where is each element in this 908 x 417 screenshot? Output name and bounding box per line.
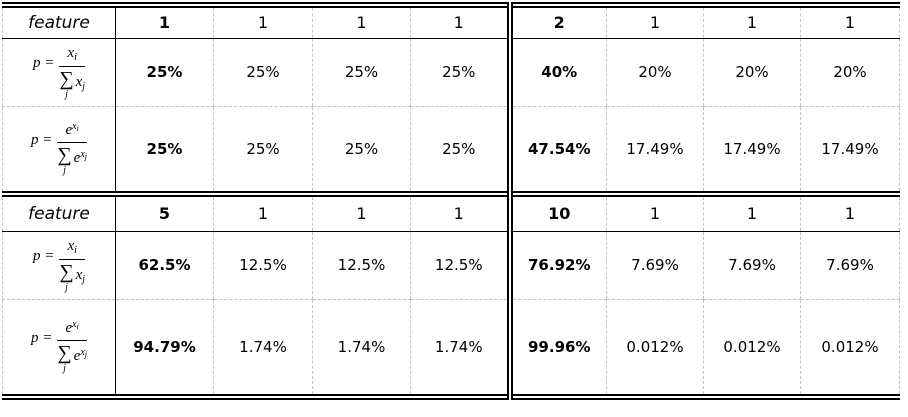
softmax-percentage-cell: 25% [312, 106, 411, 194]
feature-value-cell: 5 [115, 191, 214, 232]
softmax-percentage-cell: 0.012% [703, 299, 801, 397]
linear-percentage-cell: 25% [410, 38, 510, 107]
feature-value-cell: 2 [506, 5, 607, 39]
sigma-symbol: ∑ j [59, 260, 74, 293]
linear-formula: p = xi ∑ j xj [32, 238, 86, 293]
softmax-percentage-cell: 0.012% [606, 299, 704, 397]
softmax-percentage-cell: 94.79% [115, 299, 214, 397]
softmax-formula-cell: p = exi ∑ j exj [3, 299, 116, 397]
feature-value-cell: 1 [115, 5, 214, 39]
denominator: ∑ j exj [57, 143, 87, 176]
feature-value-cell: 1 [410, 5, 510, 39]
softmax-percentage-cell: 99.96% [506, 299, 607, 397]
feature-header-label-cell: feature [2, 5, 116, 39]
linear-percentage-cell: 62.5% [115, 231, 214, 300]
fraction: exi ∑ j exj [57, 320, 87, 374]
softmax-percentage-cell: 25% [115, 106, 214, 194]
sigma-symbol: ∑ j [57, 143, 72, 176]
linear-percentage-cell: 20% [800, 38, 900, 107]
linear-percentage-cell: 12.5% [312, 231, 411, 300]
denominator: ∑ j exj [57, 341, 87, 374]
feature-value-cell: 1 [312, 5, 411, 39]
fraction: xi ∑ j xj [59, 238, 86, 293]
linear-percentage-cell: 25% [213, 38, 313, 107]
feature-value-cell: 1 [312, 191, 411, 232]
softmax-percentage-cell: 1.74% [312, 299, 411, 397]
linear-normalization-row: p = xi ∑ j xj 62.5% 12.5% 12.5% 12.5% 76.… [2, 231, 900, 300]
feature-value-cell: 1 [606, 5, 704, 39]
fraction: exi ∑ j exj [57, 122, 87, 176]
fraction: xi ∑ j xj [59, 45, 86, 100]
formula-lhs: p = [31, 329, 53, 346]
feature-value-cell: 1 [213, 5, 313, 39]
feature-header-row: feature 1 1 1 1 2 1 1 1 [2, 5, 900, 39]
numerator: exi [57, 122, 87, 143]
linear-percentage-cell: 20% [703, 38, 801, 107]
linear-percentage-cell: 25% [115, 38, 214, 107]
feature-header-label: feature [28, 12, 90, 33]
softmax-percentage-cell: 17.49% [800, 106, 900, 194]
softmax-percentage-cell: 1.74% [213, 299, 313, 397]
feature-value-cell: 10 [506, 191, 607, 232]
linear-percentage-cell: 25% [312, 38, 411, 107]
linear-formula-cell: p = xi ∑ j xj [2, 231, 116, 300]
feature-value-cell: 1 [703, 191, 801, 232]
feature-value-cell: 1 [800, 5, 900, 39]
feature-value-cell: 1 [800, 191, 900, 232]
linear-formula: p = xi ∑ j xj [32, 45, 86, 100]
softmax-formula-cell: p = exi ∑ j exj [3, 106, 116, 194]
linear-percentage-cell: 12.5% [213, 231, 313, 300]
linear-percentage-cell: 20% [606, 38, 704, 107]
linear-percentage-cell: 76.92% [506, 231, 607, 300]
comparison-table: feature 1 1 1 1 2 1 1 1 p = xi ∑ j xj 25%… [2, 2, 900, 400]
softmax-percentage-cell: 25% [410, 106, 510, 194]
feature-value-cell: 1 [703, 5, 801, 39]
linear-percentage-cell: 12.5% [410, 231, 510, 300]
feature-header-row: feature 5 1 1 1 10 1 1 1 [2, 191, 900, 232]
numerator: xi [59, 238, 86, 260]
numerator: exi [57, 320, 87, 341]
linear-percentage-cell: 7.69% [606, 231, 704, 300]
linear-percentage-cell: 7.69% [800, 231, 900, 300]
denominator: ∑ j xj [59, 260, 86, 293]
feature-value-cell: 1 [606, 191, 704, 232]
feature-value-cell: 1 [410, 191, 510, 232]
linear-percentage-cell: 7.69% [703, 231, 801, 300]
softmax-percentage-cell: 25% [213, 106, 313, 194]
softmax-row: p = exi ∑ j exj 25% 25% 25% 25% 47.54% 17… [3, 106, 900, 194]
linear-formula-cell: p = xi ∑ j xj [2, 38, 116, 107]
denominator: ∑ j xj [59, 67, 86, 100]
formula-lhs: p = [31, 131, 53, 148]
feature-header-label-cell: feature [2, 191, 116, 232]
softmax-percentage-cell: 47.54% [506, 106, 607, 194]
softmax-row: p = exi ∑ j exj 94.79% 1.74% 1.74% 1.74% … [3, 299, 900, 397]
linear-normalization-row: p = xi ∑ j xj 25% 25% 25% 25% 40% 20% 20%… [2, 38, 900, 107]
softmax-percentage-cell: 1.74% [410, 299, 510, 397]
formula-lhs: p = [32, 54, 55, 71]
numerator: xi [59, 45, 86, 67]
formula-lhs: p = [32, 247, 55, 264]
linear-percentage-cell: 40% [506, 38, 607, 107]
softmax-percentage-cell: 17.49% [606, 106, 704, 194]
sigma-symbol: ∑ j [59, 67, 74, 100]
softmax-formula: p = exi ∑ j exj [31, 122, 87, 176]
sigma-symbol: ∑ j [57, 341, 72, 374]
softmax-percentage-cell: 0.012% [800, 299, 900, 397]
feature-header-label: feature [28, 203, 90, 224]
softmax-formula: p = exi ∑ j exj [31, 320, 87, 374]
softmax-percentage-cell: 17.49% [703, 106, 801, 194]
feature-value-cell: 1 [213, 191, 313, 232]
